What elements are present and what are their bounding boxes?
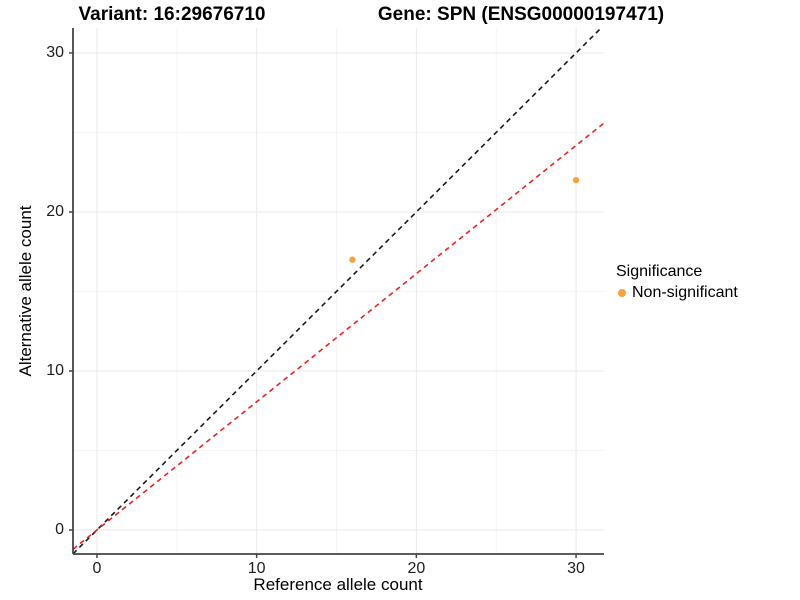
legend-item-label: Non-significant — [632, 284, 738, 301]
y-tick-label: 0 — [55, 520, 64, 538]
y-tick-label: 20 — [46, 202, 64, 220]
y-tick-label: 10 — [46, 361, 64, 379]
data-point — [572, 176, 580, 184]
data-point — [349, 256, 356, 263]
y-axis-title: Alternative allele count — [16, 205, 35, 377]
fit-line — [73, 122, 604, 550]
legend-title: Significance — [616, 263, 703, 280]
non-significant-dot-icon — [618, 289, 626, 297]
gene-title: Gene: SPN (ENSG00000197471) — [377, 4, 665, 25]
variant-title: Variant: 16:29676710 — [78, 4, 266, 25]
x-tick-label: 30 — [567, 560, 585, 577]
x-axis-title: Reference allele count — [253, 575, 423, 594]
legend: Significance Non-significant — [614, 263, 738, 302]
x-tick-label: 10 — [247, 560, 266, 577]
x-tick-label: 20 — [407, 560, 426, 577]
legend-item-non-significant: Non-significant — [614, 284, 738, 302]
x-tick-label: 0 — [92, 560, 102, 577]
y-tick-label: 30 — [46, 43, 64, 61]
identity-line — [73, 28, 603, 554]
